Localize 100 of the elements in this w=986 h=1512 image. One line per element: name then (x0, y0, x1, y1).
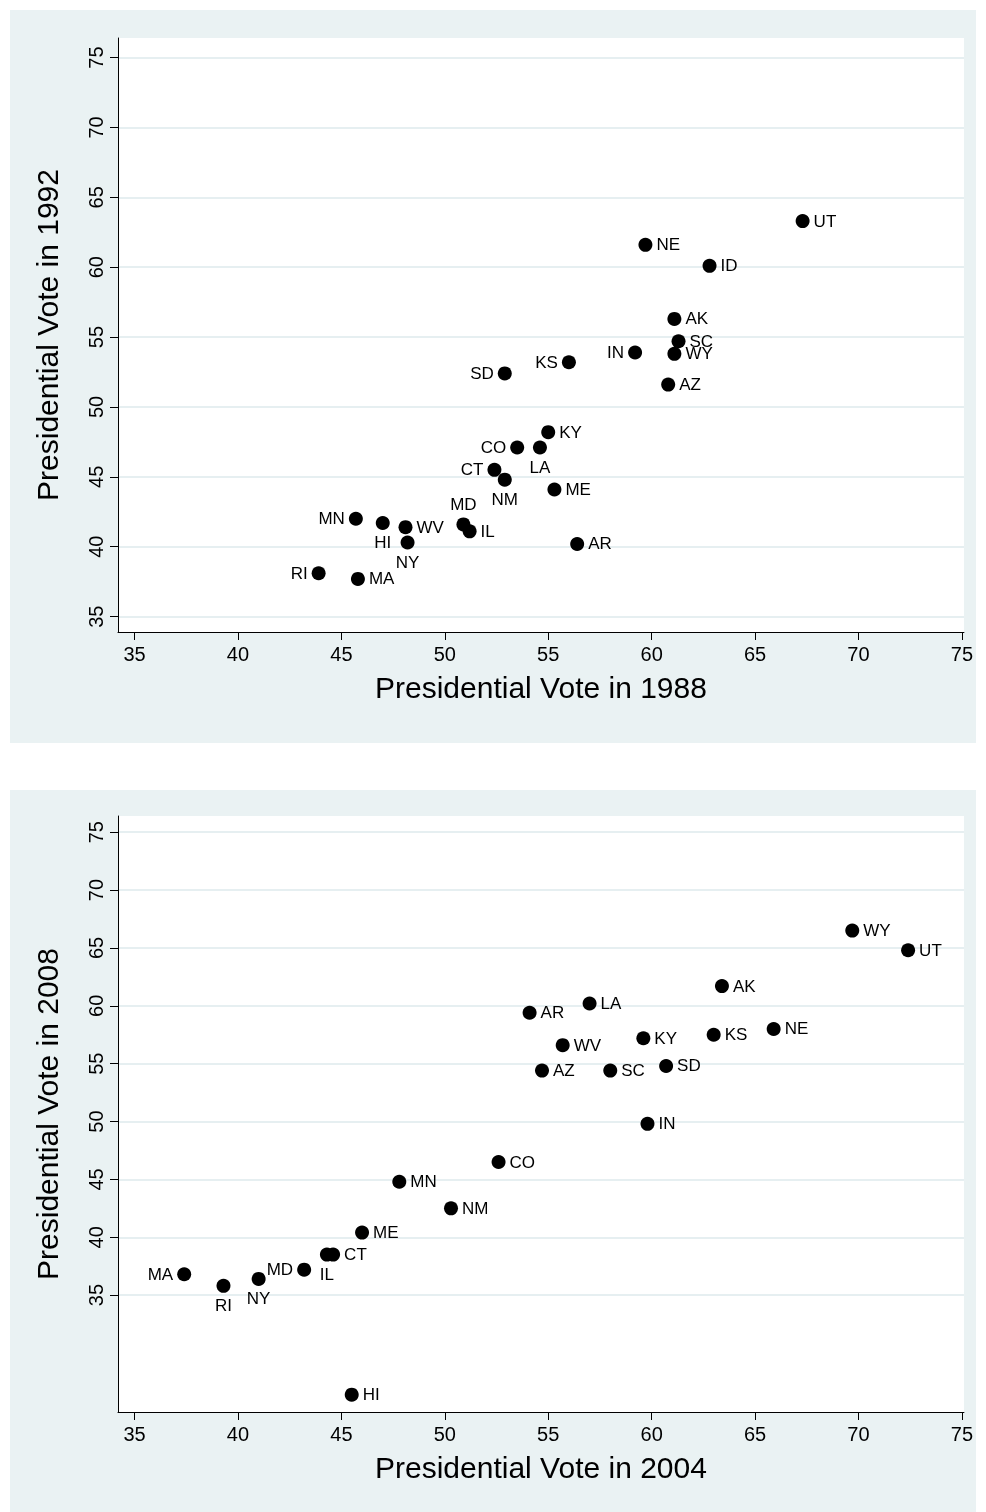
y-tick-label: 50 (85, 395, 107, 419)
data-label: HI (374, 532, 392, 552)
point (350, 571, 365, 586)
data-label: ID (720, 256, 738, 276)
y-tick-label: 40 (85, 535, 107, 558)
x-tick-label: 70 (847, 643, 870, 665)
data-label: IL (319, 1264, 334, 1284)
x-tick-label: 45 (330, 643, 353, 665)
x-tick-label: 75 (950, 1423, 973, 1445)
point (216, 1278, 231, 1293)
x-tick-label: 55 (537, 643, 560, 665)
data-label: MN (318, 509, 345, 529)
y-tick-label: 70 (85, 116, 107, 139)
data-label: IN (658, 1114, 676, 1134)
point (297, 1262, 312, 1277)
data-label: ME (565, 479, 591, 499)
data-label: UT (919, 940, 942, 960)
point (400, 535, 415, 550)
data-label: AK (685, 309, 709, 329)
y-tick-label: 45 (85, 465, 107, 488)
y-tick-label: 45 (85, 1168, 107, 1191)
data-label: NM (491, 489, 518, 509)
data-label: WY (863, 921, 891, 941)
y-tick-label: 60 (85, 994, 107, 1017)
y-tick-label: 35 (85, 605, 107, 628)
point (714, 979, 729, 994)
data-label: KS (535, 352, 558, 372)
data-label: CT (344, 1245, 367, 1265)
x-tick-label: 55 (537, 1423, 560, 1445)
data-label: IN (607, 342, 625, 362)
data-label: AZ (553, 1061, 575, 1081)
data-label: SC (621, 1061, 645, 1081)
point (547, 482, 562, 497)
data-label: CO (480, 438, 507, 458)
y-tick-label: 75 (85, 46, 107, 69)
data-label: MA (368, 569, 396, 589)
point (901, 943, 916, 958)
point (355, 1225, 370, 1240)
point (582, 996, 597, 1011)
data-label: NM (462, 1198, 489, 1218)
point (845, 923, 860, 938)
data-label: MD (266, 1260, 294, 1280)
x-tick-label: 40 (226, 1423, 250, 1445)
y-tick-label: 65 (85, 936, 107, 960)
point (667, 346, 682, 361)
y-tick-label: 35 (85, 1283, 107, 1307)
data-label: HI (362, 1385, 380, 1405)
point (535, 1063, 550, 1078)
data-label: CT (460, 460, 484, 480)
x-tick-label: 60 (640, 1423, 663, 1445)
data-label: IL (480, 521, 495, 541)
y-tick-label: 70 (85, 878, 107, 902)
y-tick-label: 60 (85, 256, 107, 279)
data-label: NY (395, 552, 420, 572)
point (667, 311, 682, 326)
point (659, 1058, 674, 1073)
x-tick-label: 45 (330, 1423, 353, 1445)
data-label: MN (410, 1172, 437, 1192)
y-axis-title: Presidential Vote in 1992 (30, 169, 64, 501)
y-axis-title: Presidential Vote in 2008 (30, 948, 64, 1280)
point (570, 536, 585, 551)
data-label: RI (214, 1295, 232, 1315)
data-label: SD (677, 1056, 701, 1076)
data-label: ME (373, 1223, 399, 1243)
point (497, 366, 512, 381)
y-tick-label: 55 (85, 325, 107, 349)
y-tick-label: 75 (85, 821, 107, 844)
point (640, 1116, 655, 1131)
data-label: KY (559, 422, 582, 442)
point (636, 1031, 651, 1046)
point (603, 1063, 618, 1078)
x-tick-label: 65 (743, 1423, 767, 1445)
data-label: AK (732, 976, 757, 996)
x-tick-label: 40 (226, 643, 250, 665)
point (510, 440, 525, 455)
data-label: NE (656, 235, 681, 255)
x-tick-label: 50 (433, 643, 456, 665)
y-tick-label: 40 (85, 1226, 107, 1249)
point (661, 377, 676, 392)
data-label: KS (724, 1025, 748, 1045)
data-label: WV (416, 517, 445, 537)
point (487, 462, 502, 477)
point (638, 237, 653, 252)
data-label: AR (540, 1003, 565, 1023)
x-tick-label: 70 (847, 1423, 870, 1445)
data-label: UT (813, 211, 837, 231)
point (348, 511, 363, 526)
data-label: LA (600, 993, 623, 1013)
point (491, 1155, 506, 1170)
x-tick-label: 35 (123, 643, 146, 665)
x-tick-label: 60 (640, 643, 663, 665)
point (251, 1271, 266, 1286)
y-tick-label: 55 (85, 1052, 107, 1075)
data-label: MA (147, 1264, 174, 1284)
point (177, 1267, 192, 1282)
y-tick-label: 50 (85, 1110, 107, 1133)
point (392, 1174, 407, 1189)
point (444, 1201, 458, 1216)
point (561, 355, 576, 370)
point (522, 1005, 537, 1020)
